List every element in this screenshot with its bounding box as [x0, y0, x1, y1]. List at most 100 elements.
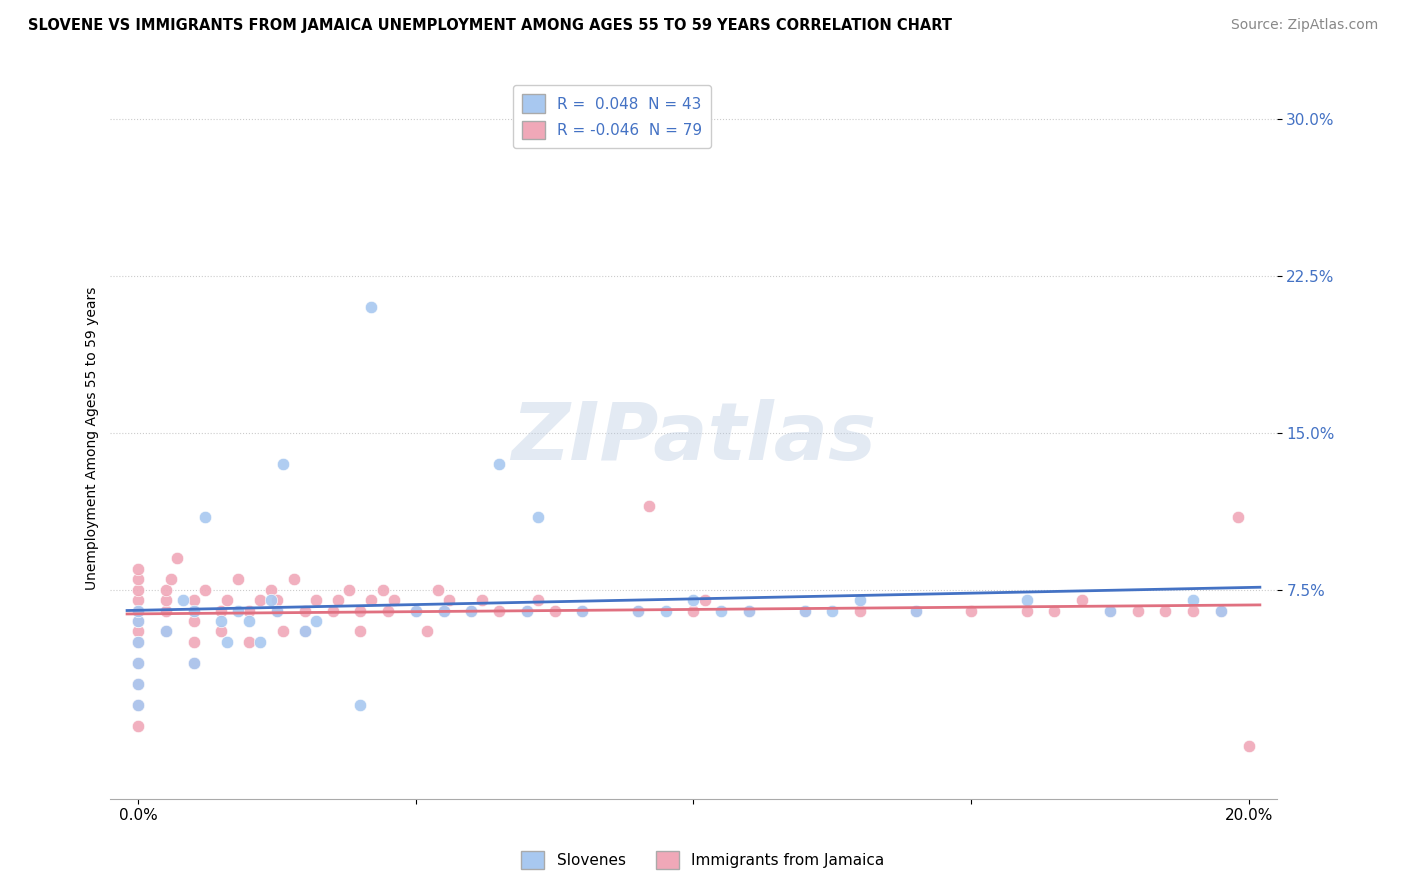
- Point: [793, 604, 815, 618]
- Point: [305, 614, 328, 628]
- Point: [360, 301, 382, 315]
- Point: [654, 604, 676, 618]
- Point: [738, 604, 761, 618]
- Point: [127, 635, 149, 649]
- Point: [405, 604, 427, 618]
- Point: [326, 593, 349, 607]
- Point: [183, 604, 205, 618]
- Text: SLOVENE VS IMMIGRANTS FROM JAMAICA UNEMPLOYMENT AMONG AGES 55 TO 59 YEARS CORREL: SLOVENE VS IMMIGRANTS FROM JAMAICA UNEMP…: [28, 18, 952, 33]
- Point: [283, 572, 305, 586]
- Point: [488, 604, 510, 618]
- Point: [238, 604, 260, 618]
- Point: [571, 604, 593, 618]
- Text: ZIPatlas: ZIPatlas: [510, 399, 876, 477]
- Point: [371, 582, 394, 597]
- Point: [172, 593, 194, 607]
- Point: [127, 593, 149, 607]
- Point: [127, 624, 149, 639]
- Point: [1209, 604, 1232, 618]
- Point: [155, 582, 177, 597]
- Point: [432, 604, 454, 618]
- Point: [127, 604, 149, 618]
- Point: [432, 604, 454, 618]
- Point: [416, 624, 439, 639]
- Y-axis label: Unemployment Among Ages 55 to 59 years: Unemployment Among Ages 55 to 59 years: [86, 286, 100, 590]
- Point: [166, 551, 188, 566]
- Point: [1126, 604, 1149, 618]
- Point: [437, 593, 460, 607]
- Point: [155, 624, 177, 639]
- Point: [127, 614, 149, 628]
- Point: [127, 562, 149, 576]
- Point: [194, 509, 217, 524]
- Point: [260, 582, 283, 597]
- Point: [183, 656, 205, 670]
- Point: [238, 635, 260, 649]
- Point: [127, 698, 149, 712]
- Point: [127, 656, 149, 670]
- Point: [516, 604, 538, 618]
- Point: [1154, 604, 1177, 618]
- Point: [360, 593, 382, 607]
- Point: [1098, 604, 1121, 618]
- Legend: Slovenes, Immigrants from Jamaica: Slovenes, Immigrants from Jamaica: [516, 845, 890, 875]
- Point: [349, 624, 371, 639]
- Point: [127, 604, 149, 618]
- Point: [183, 635, 205, 649]
- Point: [215, 635, 238, 649]
- Point: [1182, 604, 1205, 618]
- Point: [337, 582, 360, 597]
- Point: [349, 698, 371, 712]
- Point: [1043, 604, 1066, 618]
- Point: [194, 582, 217, 597]
- Point: [543, 604, 565, 618]
- Point: [249, 635, 271, 649]
- Point: [211, 604, 233, 618]
- Point: [682, 604, 704, 618]
- Point: [460, 604, 482, 618]
- Point: [821, 604, 844, 618]
- Point: [627, 604, 650, 618]
- Point: [793, 604, 815, 618]
- Point: [211, 624, 233, 639]
- Point: [627, 604, 650, 618]
- Point: [271, 624, 294, 639]
- Point: [638, 499, 661, 513]
- Point: [183, 604, 205, 618]
- Point: [271, 457, 294, 471]
- Point: [127, 572, 149, 586]
- Point: [349, 604, 371, 618]
- Point: [1209, 604, 1232, 618]
- Point: [471, 593, 494, 607]
- Point: [127, 718, 149, 732]
- Point: [571, 604, 593, 618]
- Point: [382, 593, 405, 607]
- Point: [160, 572, 183, 586]
- Text: Source: ZipAtlas.com: Source: ZipAtlas.com: [1230, 18, 1378, 32]
- Point: [266, 593, 288, 607]
- Point: [226, 572, 249, 586]
- Point: [322, 604, 344, 618]
- Point: [693, 593, 716, 607]
- Point: [226, 604, 249, 618]
- Point: [710, 604, 733, 618]
- Point: [266, 604, 288, 618]
- Point: [427, 582, 450, 597]
- Point: [238, 614, 260, 628]
- Point: [849, 593, 872, 607]
- Point: [266, 604, 288, 618]
- Point: [1182, 593, 1205, 607]
- Point: [155, 604, 177, 618]
- Point: [849, 604, 872, 618]
- Point: [527, 509, 550, 524]
- Point: [127, 656, 149, 670]
- Point: [904, 604, 927, 618]
- Point: [127, 635, 149, 649]
- Point: [460, 604, 482, 618]
- Point: [294, 604, 316, 618]
- Point: [1015, 604, 1038, 618]
- Point: [249, 593, 271, 607]
- Legend: R =  0.048  N = 43, R = -0.046  N = 79: R = 0.048 N = 43, R = -0.046 N = 79: [513, 85, 711, 148]
- Point: [155, 593, 177, 607]
- Point: [211, 614, 233, 628]
